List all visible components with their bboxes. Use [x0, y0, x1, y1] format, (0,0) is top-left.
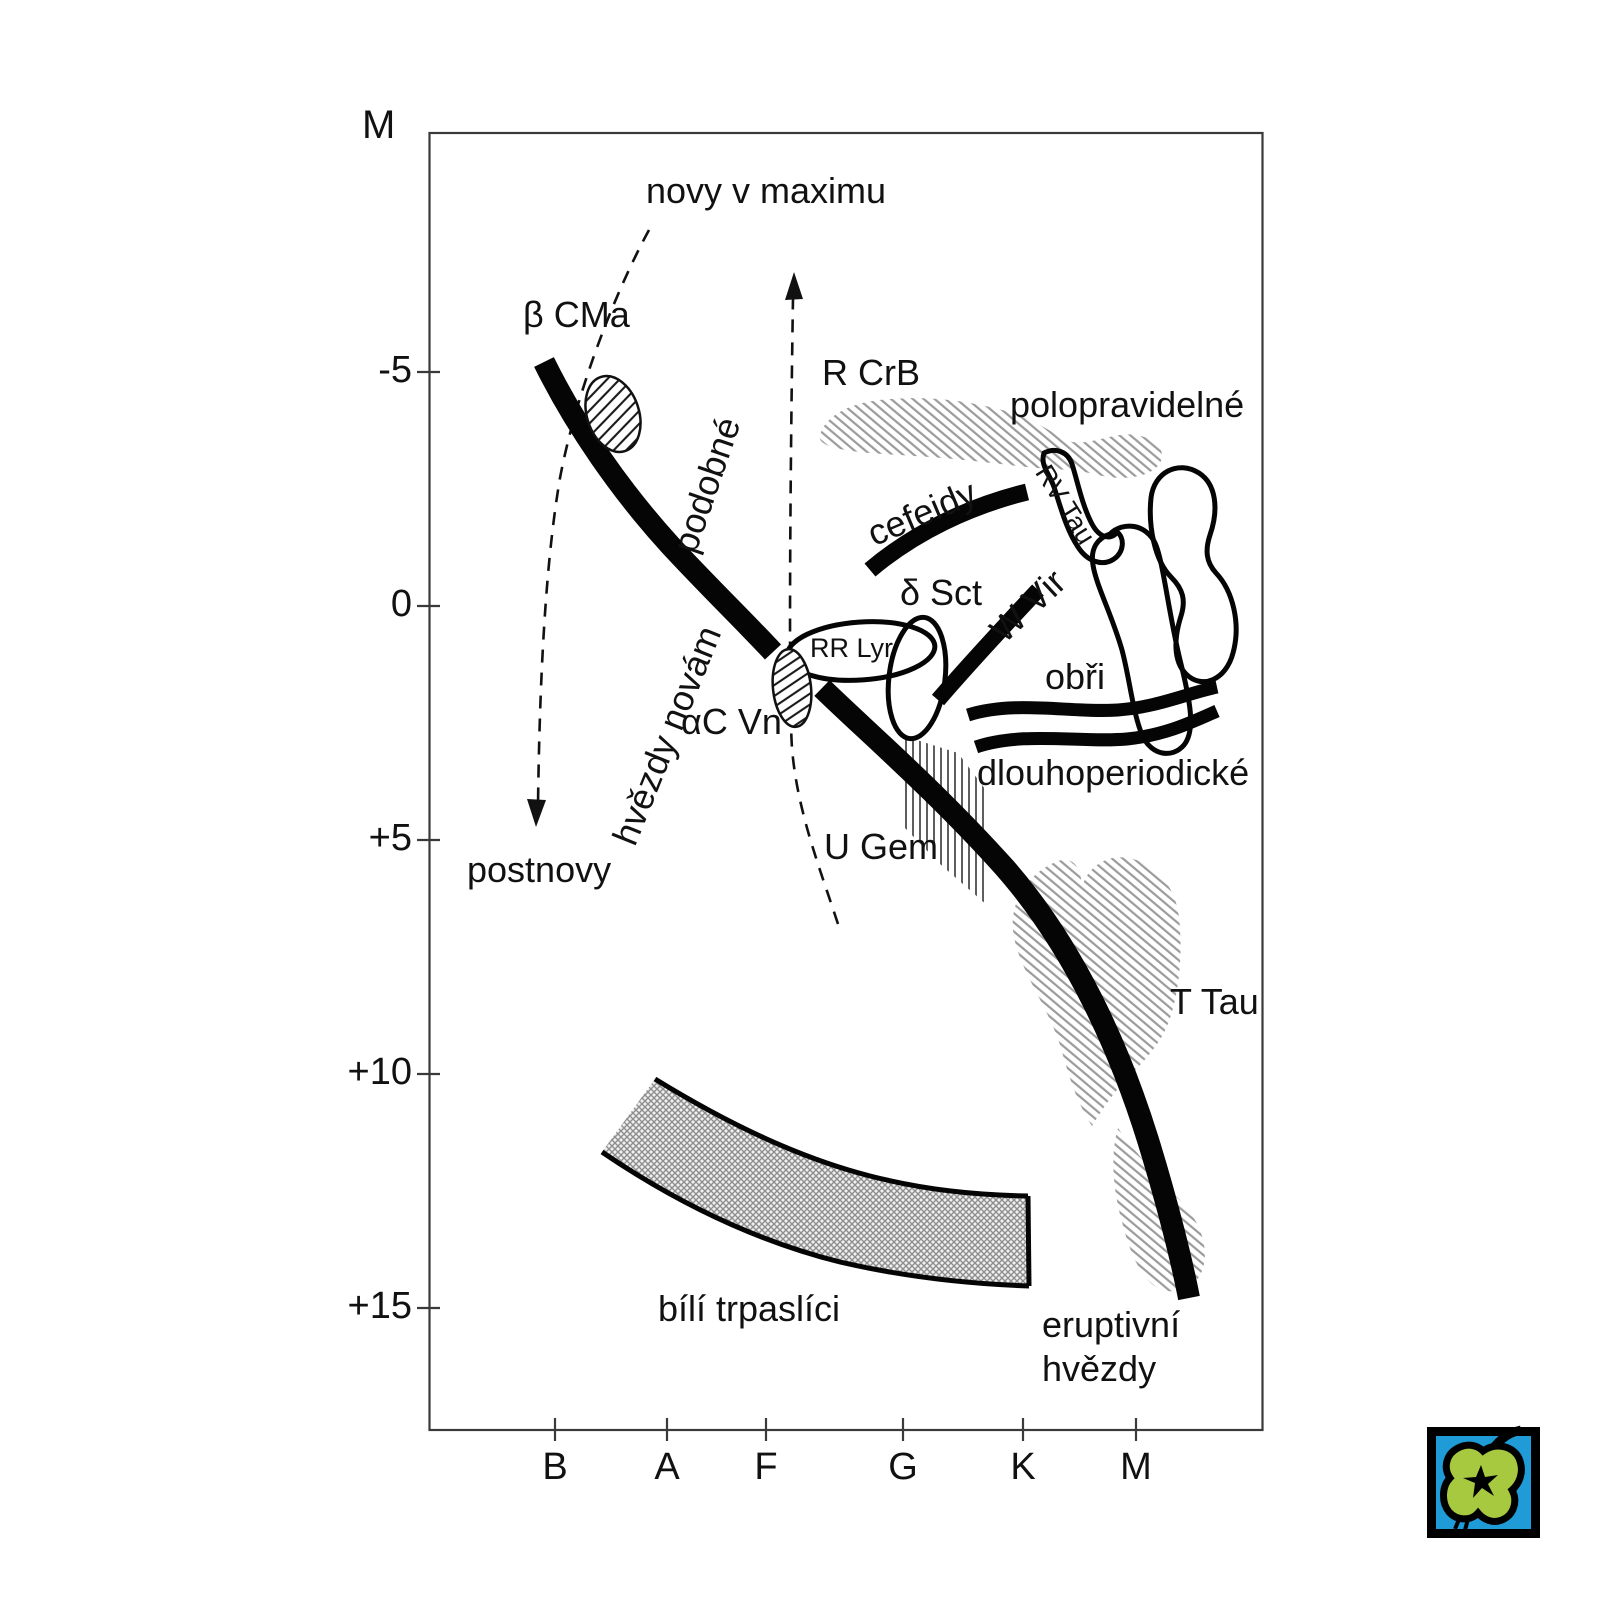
- label-delta-sct: δ Sct: [900, 572, 983, 613]
- apple-core-star: [1463, 1465, 1498, 1498]
- x-tick-M: M: [1120, 1446, 1152, 1488]
- x-tick-G: G: [888, 1446, 918, 1488]
- x-tick-A: A: [654, 1446, 680, 1488]
- label-eruptivni-line1: eruptivní: [1042, 1304, 1181, 1345]
- apple-roots: [1453, 1516, 1470, 1531]
- rr-lyr-vertical-lobe: [885, 614, 949, 742]
- label-alpha-cvn: αC Vn: [681, 701, 782, 742]
- x-tick-F: F: [754, 1446, 778, 1488]
- label-beta-cma: β CMa: [523, 294, 630, 335]
- alpha-cvn-region: [771, 647, 813, 729]
- nova-track-arrowhead-down: [527, 799, 546, 827]
- label-bili-trpaslici: bílí trpaslíci: [658, 1288, 841, 1329]
- white-dwarf-band-right-edge: [1025, 1195, 1032, 1287]
- x-tick-B: B: [542, 1446, 568, 1488]
- white-dwarf-band-top-edge: [653, 1076, 1029, 1199]
- plot-frame: [428, 131, 1264, 1432]
- white-dwarf-band-bottom-edge: [600, 1149, 1030, 1289]
- label-dlouhoperiodicke: dlouhoperiodické: [977, 752, 1250, 793]
- label-polopravidelne: polopravidelné: [1010, 384, 1245, 425]
- label-obri: obři: [1045, 656, 1106, 697]
- rv-tau-outline: [1040, 448, 1125, 565]
- label-eruptivni-line2: hvězdy: [1042, 1348, 1157, 1389]
- apple-logo: [1427, 1425, 1540, 1538]
- main-sequence-upper: [534, 357, 782, 660]
- w-vir-band: [931, 584, 1044, 706]
- y-axis-title: M: [362, 103, 396, 147]
- y-tick-plus5: +5: [368, 817, 412, 859]
- x-axis-ticks: [553, 1418, 1138, 1441]
- x-tick-K: K: [1010, 1446, 1036, 1488]
- y-tick-plus10: +10: [347, 1051, 412, 1093]
- label-r-crb: R CrB: [822, 352, 920, 393]
- y-axis-ticks: [417, 370, 440, 1310]
- maximum-track-arrowhead-up: [785, 272, 803, 300]
- cepheid-band: [864, 483, 1030, 577]
- y-tick-0: 0: [390, 583, 412, 625]
- semiregular-blob-right: [1147, 465, 1239, 685]
- beta-cma-region: [584, 374, 642, 454]
- r-crb-region: [819, 398, 1163, 478]
- main-sequence-lower: [814, 680, 1200, 1301]
- y-tick-plus15: +15: [347, 1285, 412, 1327]
- label-u-gem: U Gem: [824, 826, 939, 867]
- label-novy-v-maximu: novy v maximu: [646, 170, 887, 211]
- label-rr-lyr: RR Lyr: [810, 633, 894, 663]
- y-tick-minus5: -5: [378, 349, 412, 391]
- label-postnovy: postnovy: [467, 849, 612, 890]
- nova-track-dashed: [536, 229, 651, 806]
- white-dwarf-band: [602, 1079, 1029, 1286]
- label-t-tau: T Tau: [1170, 981, 1259, 1022]
